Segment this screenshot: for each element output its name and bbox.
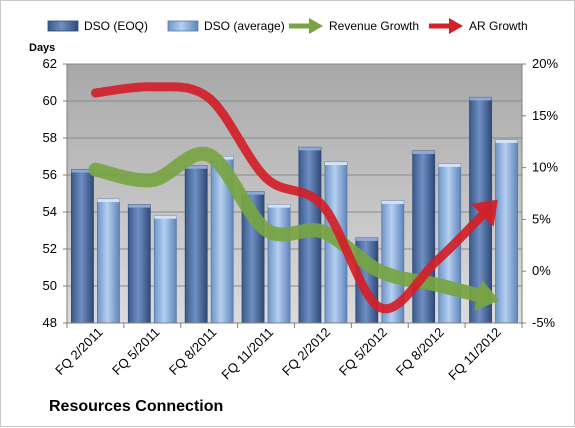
revenue-growth-arrowhead <box>474 279 500 311</box>
legend-ar-growth-label: AR Growth <box>469 19 528 33</box>
bar-dso-eoq-top <box>469 97 492 101</box>
bar-dso-eoq <box>184 165 208 324</box>
legend-dso-average-label: DSO (average) <box>204 19 285 33</box>
left-tick-label: 52 <box>43 241 57 256</box>
left-tick-label: 56 <box>43 167 57 182</box>
right-tick-label: 10% <box>532 160 558 175</box>
x-tick-label: FQ 2/2012 <box>279 325 333 379</box>
x-tick-label: FQ 8/2011 <box>166 325 219 378</box>
bar-dso-average-top <box>438 163 461 167</box>
line-series <box>88 82 500 314</box>
right-tick-label: 20% <box>532 56 558 71</box>
x-tick-label: FQ 5/2012 <box>336 325 390 379</box>
legend: DSO (EOQ) DSO (average) Revenue Growth AR G… <box>47 18 528 34</box>
bar-dso-eoq-top <box>412 150 435 154</box>
left-tick-label: 54 <box>43 204 57 219</box>
bar-dso-average <box>495 139 518 324</box>
y-axis-label: Days <box>29 42 55 54</box>
bar-dso-average <box>97 198 120 324</box>
right-tick-label: 15% <box>532 108 558 123</box>
x-tick-label: FQ 11/2012 <box>445 325 503 383</box>
bar-dso-average-top <box>97 199 120 203</box>
bar-dso-average-top <box>154 215 177 219</box>
bar-dso-average <box>267 204 291 324</box>
chart-footer-title: Resources Connection <box>49 398 224 415</box>
bar-dso-average-top <box>381 200 404 204</box>
left-tick-label: 58 <box>43 130 57 145</box>
bar-dso-eoq-top <box>298 147 321 151</box>
revenue-growth-line <box>88 146 487 303</box>
x-tick-label: FQ 2/2011 <box>52 325 105 378</box>
legend-revenue-growth-label: Revenue Growth <box>329 19 419 33</box>
bar-dso-average-top <box>268 204 291 208</box>
legend-ar-growth-arrowhead <box>449 18 463 34</box>
x-tick-label: FQ 8/2012 <box>393 325 447 379</box>
bar-dso-eoq <box>127 204 151 324</box>
legend-dso-eoq-swatch <box>47 20 79 32</box>
bar-dso-eoq-top <box>185 165 208 169</box>
right-tick-label: -5% <box>532 315 556 330</box>
left-tick-label: 48 <box>43 315 57 330</box>
left-tick-label: 60 <box>43 93 57 108</box>
ar-growth-arrowhead <box>470 199 498 227</box>
x-tick-label: FQ 5/2011 <box>109 325 162 378</box>
bar-dso-average-top <box>495 139 518 143</box>
bar-dso-average-top <box>324 162 347 166</box>
bar-dso-average <box>153 215 177 324</box>
right-tick-label: 5% <box>532 211 551 226</box>
left-tick-label: 62 <box>43 56 57 71</box>
bar-dso-eoq <box>71 169 94 324</box>
legend-revenue-growth-arrowhead <box>309 18 323 34</box>
bar-dso-eoq <box>412 150 436 324</box>
bar-dso-eoq-top <box>242 191 265 195</box>
left-tick-label: 50 <box>43 278 57 293</box>
legend-dso-eoq-label: DSO (EOQ) <box>84 19 148 33</box>
right-tick-label: 0% <box>532 263 551 278</box>
legend-dso-average-swatch <box>167 20 199 32</box>
bar-dso-eoq-top <box>355 237 378 241</box>
ar-growth-line <box>90 82 489 314</box>
bar-dso-eoq-top <box>128 204 151 208</box>
x-tick-label: FQ 11/2011 <box>218 325 276 383</box>
bar-dso-eoq-top <box>71 169 94 173</box>
